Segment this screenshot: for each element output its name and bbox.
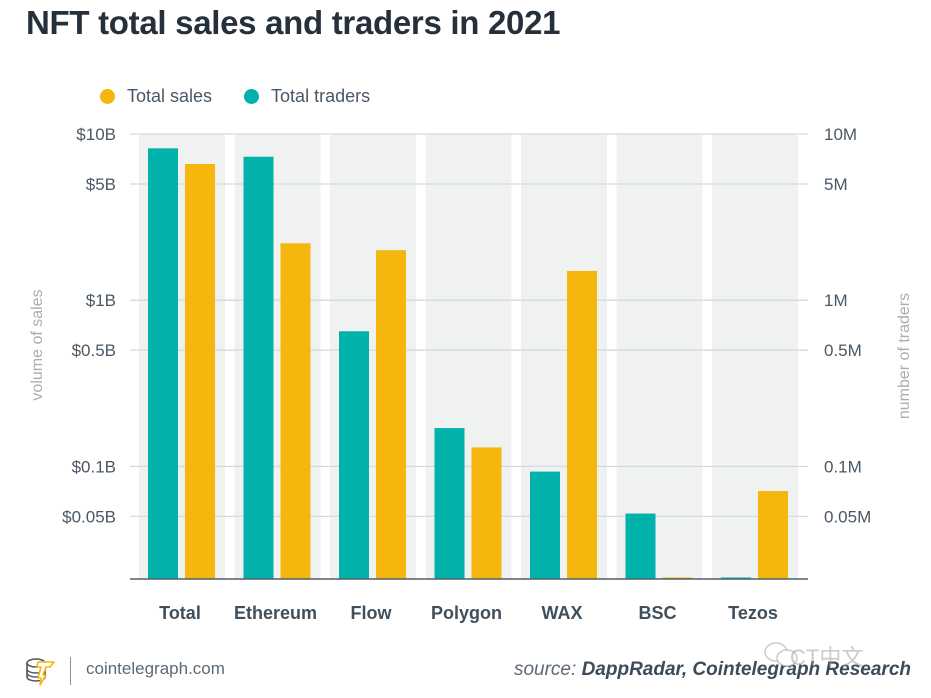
left-tick-label: $5B: [86, 175, 116, 194]
category-label: BSC: [638, 603, 676, 623]
bar-sales-flow: [376, 250, 406, 580]
footer-divider: [70, 657, 71, 685]
left-tick-label: $0.1B: [72, 457, 116, 476]
legend: Total sales Total traders: [100, 86, 402, 107]
category-label: WAX: [541, 603, 582, 623]
watermark-text: CT中文: [790, 645, 864, 670]
bar-sales-tezos: [758, 491, 788, 579]
legend-label-total-sales: Total sales: [127, 86, 213, 106]
right-tick-label: 0.05M: [824, 507, 871, 526]
right-tick-label: 10M: [824, 125, 857, 144]
chart-title: NFT total sales and traders in 2021: [26, 4, 561, 41]
right-tick-label: 1M: [824, 291, 848, 310]
bar-traders-wax: [530, 471, 560, 579]
bar-sales-total: [185, 163, 215, 579]
footer-site-link[interactable]: cointelegraph.com: [86, 659, 225, 678]
left-axis-label: volume of sales: [29, 289, 46, 400]
category-label: Total: [159, 603, 201, 623]
bar-sales-ethereum: [280, 243, 311, 579]
bar-traders-flow: [339, 331, 369, 579]
category-label: Flow: [351, 603, 393, 623]
bar-traders-polygon: [434, 428, 465, 579]
legend-swatch-total-traders: [244, 89, 260, 104]
bar-traders-ethereum: [243, 156, 274, 580]
bar-traders-bsc: [625, 513, 656, 579]
right-tick-label: 0.5M: [824, 341, 862, 360]
source-names: DappRadar, Cointelegraph Research: [581, 659, 911, 680]
legend-item-total-sales: Total sales: [100, 86, 212, 107]
legend-item-total-traders: Total traders: [244, 86, 370, 107]
legend-label-total-traders: Total traders: [271, 86, 371, 106]
right-tick-label: 0.1M: [824, 457, 862, 476]
category-label: Tezos: [728, 603, 778, 623]
left-tick-label: $0.5B: [72, 341, 116, 360]
right-axis-label: number of traders: [896, 293, 913, 419]
left-tick-label: $10B: [76, 125, 116, 144]
category-label: Polygon: [431, 603, 502, 623]
bar-sales-wax: [567, 270, 597, 579]
cointelegraph-logo-icon: [26, 658, 55, 686]
bar-traders-total: [148, 148, 178, 579]
footer-source: source: DappRadar, Cointelegraph Researc…: [514, 659, 911, 681]
bar-chart: $10B 10M $5B 5M $1B 1M $0.5B 0.5M $0.1B 0.1M $0.05…: [29, 125, 913, 623]
bar-sales-polygon: [471, 447, 502, 579]
source-prefix: source:: [513, 659, 582, 680]
left-tick-label: $1B: [86, 291, 116, 310]
category-label: Ethereum: [234, 603, 317, 623]
right-tick-label: 5M: [824, 175, 848, 194]
legend-swatch-total-sales: [100, 89, 115, 104]
wechat-watermark-icon: [764, 642, 798, 667]
category-band: [616, 134, 703, 579]
left-tick-label: $0.05B: [62, 507, 116, 526]
